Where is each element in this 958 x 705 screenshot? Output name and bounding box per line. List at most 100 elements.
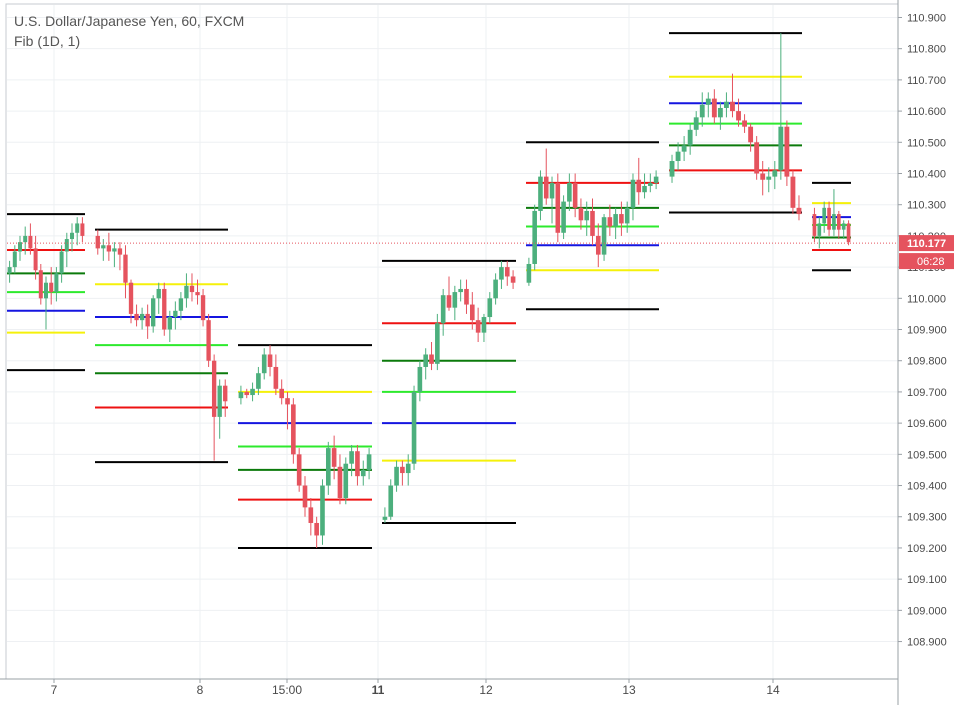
candle: [261, 348, 267, 380]
candle-body: [195, 292, 200, 296]
candle: [487, 292, 493, 324]
candle-body: [33, 248, 38, 271]
candle: [730, 73, 735, 118]
candle-body: [832, 214, 836, 230]
candle-body: [337, 466, 343, 499]
candle-body: [285, 398, 290, 405]
candle-body: [75, 223, 80, 233]
candle: [796, 195, 802, 221]
candle: [510, 270, 516, 289]
candle: [590, 198, 595, 246]
candle-body: [261, 354, 267, 374]
candle: [349, 444, 354, 477]
candle-body: [64, 239, 69, 252]
candle: [279, 379, 285, 405]
candle: [630, 173, 636, 221]
candle-body: [827, 207, 831, 230]
candle: [331, 435, 337, 480]
candle: [244, 388, 250, 399]
candle-body: [325, 448, 331, 486]
candle: [64, 232, 69, 268]
candle: [200, 288, 206, 327]
candle-body: [7, 267, 12, 274]
time-tick-label: 15:00: [272, 683, 302, 697]
candle: [343, 457, 349, 505]
candle-body: [128, 282, 134, 314]
candle: [736, 98, 741, 127]
candle-body: [619, 214, 624, 224]
candle: [555, 173, 561, 243]
price-tick-label: 109.300: [907, 512, 947, 524]
time-tick-label: 8: [197, 683, 204, 697]
candle: [469, 292, 475, 330]
time-tick-label: 11: [372, 683, 385, 697]
price-tick-label: 109.000: [907, 605, 947, 617]
price-tick-label: 109.100: [907, 574, 947, 586]
candle-body: [487, 298, 493, 318]
candle-body: [675, 151, 681, 162]
price-tick-label: 109.500: [907, 449, 947, 461]
candle-body: [54, 273, 59, 293]
candle-body: [38, 270, 43, 299]
candle: [584, 201, 590, 236]
candle: [28, 223, 33, 255]
candle-body: [112, 248, 117, 252]
candle: [382, 507, 388, 523]
candle: [827, 201, 831, 236]
candle-body: [411, 391, 417, 464]
candle-body: [178, 298, 184, 311]
candle-body: [70, 232, 74, 240]
candle: [134, 304, 139, 327]
candle-body: [510, 276, 516, 283]
candle-body: [693, 117, 699, 130]
candle: [778, 33, 784, 180]
candle: [405, 454, 411, 486]
candle: [139, 307, 145, 330]
candle-body: [238, 391, 244, 399]
candle-body: [796, 207, 802, 215]
candle: [49, 267, 54, 305]
candle: [417, 360, 423, 402]
candle-body: [217, 385, 222, 417]
price-tick-label: 110.800: [907, 44, 946, 56]
time-axis: 7 8 15:00 11 12 13 14: [51, 679, 780, 697]
candle: [572, 173, 578, 218]
candle: [411, 385, 417, 470]
candle: [636, 157, 642, 205]
candle-body: [817, 223, 822, 236]
candle: [423, 348, 429, 380]
candle-body: [446, 295, 452, 308]
price-tick-label: 110.000: [907, 293, 946, 305]
candle-body: [613, 214, 618, 227]
candle: [822, 201, 827, 233]
candle-body: [360, 469, 366, 477]
price-tick-label: 110.300: [907, 200, 946, 212]
candle: [320, 479, 325, 545]
candle-body: [636, 179, 642, 193]
candle-body: [687, 129, 693, 146]
candle-body: [435, 323, 440, 364]
candle: [366, 448, 372, 480]
candle-body: [139, 313, 145, 321]
candle-body: [748, 126, 754, 143]
candle: [267, 345, 273, 377]
current-price-markers: 110.177 06:28: [7, 235, 954, 270]
candle-body: [578, 207, 584, 221]
candle: [766, 167, 772, 193]
candle: [206, 313, 211, 367]
candle-body: [681, 145, 687, 152]
candle-body: [189, 285, 195, 293]
candle: [687, 123, 693, 155]
candle-body: [772, 170, 778, 177]
candle: [117, 242, 123, 271]
candle: [59, 245, 64, 283]
candle-body: [95, 235, 100, 249]
price-tick-label: 110.500: [907, 137, 946, 149]
candle-body: [464, 288, 469, 305]
candle: [33, 235, 38, 280]
price-tick-label: 109.400: [907, 481, 947, 493]
candle: [681, 136, 687, 162]
candle-body: [555, 182, 561, 233]
